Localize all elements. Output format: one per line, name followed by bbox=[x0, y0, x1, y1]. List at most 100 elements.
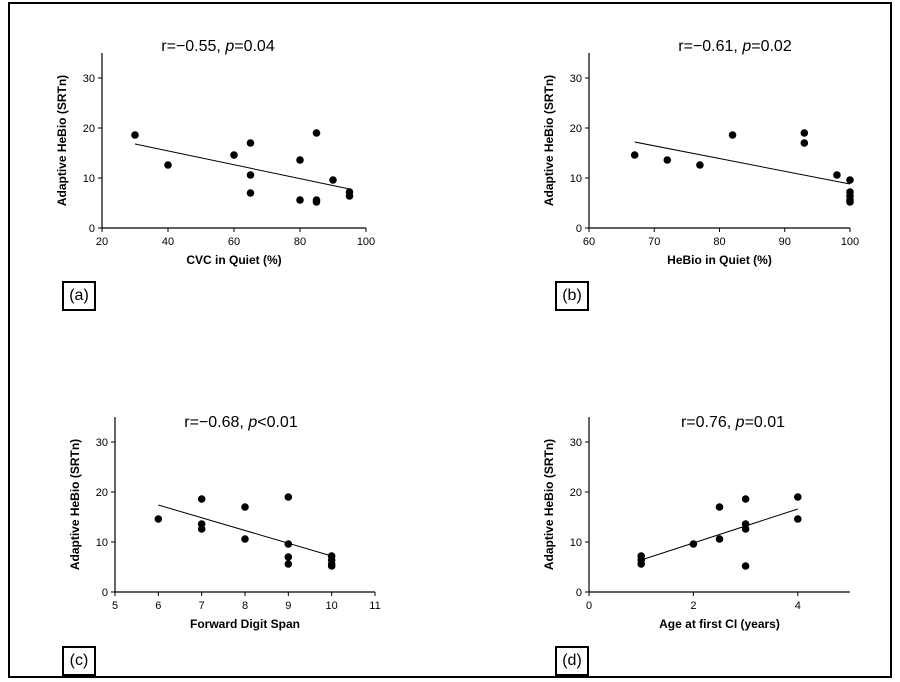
data-point bbox=[230, 151, 238, 159]
scatter-panel-c: 5 6 7 8 9 10 11 0 10 20 30 Forward Digit Span Adapti… bbox=[68, 417, 381, 631]
x-tick-label: 10 bbox=[326, 600, 338, 612]
data-point bbox=[327, 562, 336, 570]
panel-a-tag: (a) bbox=[62, 281, 96, 311]
x-axis-label: Forward Digit Span bbox=[190, 617, 300, 631]
x-tick-label: 90 bbox=[779, 236, 791, 248]
y-tick-label: 0 bbox=[576, 223, 582, 235]
y-tick-label: 20 bbox=[570, 487, 582, 499]
regression-line bbox=[158, 504, 332, 557]
y-tick-label: 0 bbox=[102, 587, 108, 599]
x-tick-label: 7 bbox=[199, 600, 205, 612]
x-tick-label: 60 bbox=[583, 236, 595, 248]
data-point bbox=[345, 192, 354, 200]
data-point bbox=[284, 560, 293, 568]
data-point bbox=[846, 176, 854, 184]
y-axis-label: Adaptive HeBio (SRTn) bbox=[55, 75, 69, 206]
data-point bbox=[663, 156, 672, 164]
data-point bbox=[197, 525, 206, 533]
data-point bbox=[630, 151, 639, 159]
x-tick-label: 80 bbox=[294, 236, 306, 248]
panel-d-stat: r=0.76, p=0.01 bbox=[681, 414, 785, 431]
data-point bbox=[833, 171, 841, 179]
x-tick-label: 70 bbox=[648, 236, 660, 248]
x-tick-label: 100 bbox=[357, 236, 375, 248]
y-tick-label: 10 bbox=[570, 537, 582, 549]
x-axis-label: CVC in Quiet (%) bbox=[186, 253, 281, 267]
y-axis-label: Adaptive HeBio (SRTn) bbox=[68, 439, 82, 570]
data-point bbox=[131, 131, 139, 139]
panel-c-tag: (c) bbox=[62, 646, 96, 676]
data-point bbox=[284, 540, 293, 548]
panel-a-stat: r=−0.55, p=0.04 bbox=[161, 38, 275, 55]
y-axis-label: Adaptive HeBio (SRTn) bbox=[542, 439, 556, 570]
data-point bbox=[241, 503, 249, 511]
y-axis-label: Adaptive HeBio (SRTn) bbox=[542, 75, 556, 206]
data-point bbox=[741, 562, 750, 570]
x-axis-label: Age at first CI (years) bbox=[659, 617, 780, 631]
x-tick-label: 80 bbox=[713, 236, 725, 248]
panel-b-tag: (b) bbox=[555, 281, 589, 311]
y-tick-label: 0 bbox=[576, 587, 582, 599]
panel-c-stat: r=−0.68, p<0.01 bbox=[184, 414, 298, 431]
x-tick-label: 2 bbox=[690, 600, 696, 612]
y-tick-label: 20 bbox=[83, 123, 95, 135]
data-point bbox=[284, 553, 293, 561]
x-tick-label: 0 bbox=[586, 600, 592, 612]
data-point bbox=[312, 129, 321, 137]
y-tick-label: 10 bbox=[83, 173, 95, 185]
regression-line bbox=[134, 143, 350, 190]
data-point bbox=[164, 161, 172, 169]
data-point bbox=[637, 560, 645, 568]
y-tick-label: 30 bbox=[570, 437, 582, 449]
regression-line bbox=[634, 141, 851, 185]
x-axis-label: HeBio in Quiet (%) bbox=[667, 253, 772, 267]
x-tick-label: 100 bbox=[841, 236, 859, 248]
data-point bbox=[197, 495, 206, 503]
data-point bbox=[800, 139, 809, 147]
data-point bbox=[715, 503, 724, 511]
y-tick-label: 10 bbox=[96, 537, 108, 549]
scatter-panel-a: 20 40 60 80 100 0 10 20 30 CVC in Quiet (%) Adapti… bbox=[55, 53, 375, 267]
x-tick-label: 4 bbox=[795, 600, 801, 612]
y-tick-label: 30 bbox=[83, 73, 95, 85]
data-point bbox=[154, 515, 163, 523]
x-tick-label: 11 bbox=[369, 600, 380, 612]
x-tick-label: 9 bbox=[285, 600, 291, 612]
scatter-panel-d: 0 2 4 0 10 20 30 Age at first CI (years) Adaptiv… bbox=[542, 417, 850, 631]
data-point bbox=[794, 515, 802, 523]
x-tick-label: 60 bbox=[228, 236, 240, 248]
data-point bbox=[846, 198, 854, 206]
x-tick-label: 8 bbox=[242, 600, 248, 612]
data-point bbox=[741, 495, 750, 503]
scatter-panel-b: 60 70 80 90 100 0 10 20 30 HeBio in Quiet (%) Adap… bbox=[542, 53, 859, 267]
data-point bbox=[741, 525, 750, 533]
data-point bbox=[794, 493, 802, 501]
data-point bbox=[800, 129, 809, 137]
data-point bbox=[296, 156, 304, 164]
data-point bbox=[296, 196, 304, 204]
y-tick-label: 30 bbox=[96, 437, 108, 449]
y-tick-label: 20 bbox=[96, 487, 108, 499]
x-tick-label: 6 bbox=[155, 600, 161, 612]
data-point bbox=[728, 131, 737, 139]
y-tick-label: 10 bbox=[570, 173, 582, 185]
data-point bbox=[689, 540, 698, 548]
data-point bbox=[246, 139, 255, 147]
y-tick-label: 0 bbox=[89, 223, 95, 235]
y-tick-label: 20 bbox=[570, 123, 582, 135]
data-point bbox=[312, 198, 321, 206]
data-point bbox=[241, 535, 249, 543]
x-tick-label: 40 bbox=[162, 236, 174, 248]
x-tick-label: 20 bbox=[96, 236, 108, 248]
data-point bbox=[329, 176, 337, 184]
panel-d-tag: (d) bbox=[555, 646, 589, 676]
regression-line bbox=[641, 508, 798, 561]
data-point bbox=[284, 493, 293, 501]
x-tick-label: 5 bbox=[112, 600, 118, 612]
panel-b-stat: r=−0.61, p=0.02 bbox=[678, 38, 792, 55]
data-point bbox=[696, 161, 704, 169]
y-tick-label: 30 bbox=[570, 73, 582, 85]
data-point bbox=[246, 171, 255, 179]
data-point bbox=[246, 189, 255, 197]
